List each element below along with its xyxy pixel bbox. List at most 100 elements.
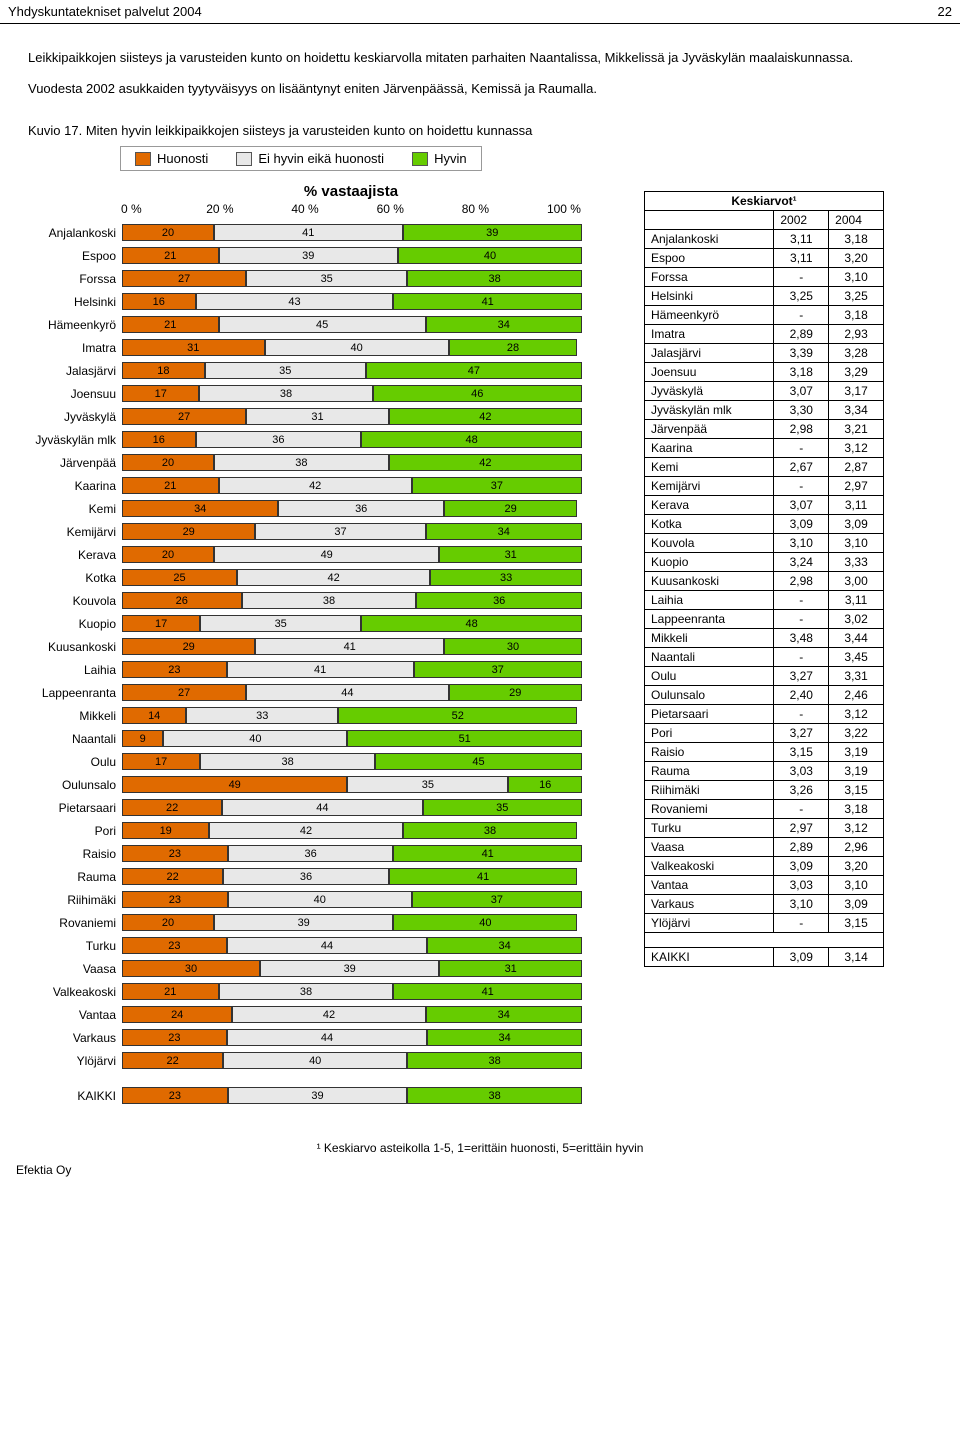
- table-cell-v1: 3,27: [774, 724, 829, 743]
- table-row: Rauma3,033,19: [645, 762, 884, 781]
- legend-label: Huonosti: [157, 151, 208, 166]
- bar-track: 214534: [122, 316, 582, 333]
- table-row: Joensuu3,183,29: [645, 363, 884, 382]
- table-cell-v1: -: [774, 439, 829, 458]
- intro-block: Leikkipaikkojen siisteys ja varusteiden …: [0, 24, 960, 117]
- table-cell-name: Oulu: [645, 667, 774, 686]
- bar-row: Rovaniemi203940: [16, 911, 616, 934]
- table-cell-name: Vaasa: [645, 838, 774, 857]
- table-cell-v2: 3,09: [829, 515, 884, 534]
- bar-segment: 35: [205, 362, 366, 379]
- table-row: Kuusankoski2,983,00: [645, 572, 884, 591]
- axis-tick: 100 %: [547, 202, 581, 216]
- table-cell-v2: 3,02: [829, 610, 884, 629]
- table-row: Riihimäki3,263,15: [645, 781, 884, 800]
- table-cell-v2: 3,15: [829, 914, 884, 933]
- table-cell-v1: 3,07: [774, 382, 829, 401]
- bar-segment: 51: [347, 730, 582, 747]
- axis-tick: 40 %: [291, 202, 376, 216]
- legend-swatch: [236, 152, 252, 166]
- bar-segment: 38: [199, 385, 372, 402]
- table-row: Turku2,973,12: [645, 819, 884, 838]
- table-cell-name: Hämeenkyrö: [645, 306, 774, 325]
- table-cell-v2: 3,12: [829, 705, 884, 724]
- bar-track: 213841: [122, 983, 582, 1000]
- bar-segment: 17: [122, 615, 200, 632]
- table-cell-v2: 3,19: [829, 762, 884, 781]
- bar-segment: 20: [122, 546, 214, 563]
- bar-segment: 49: [122, 776, 347, 793]
- legend-item: Hyvin: [412, 151, 467, 166]
- bar-segment: 34: [426, 316, 582, 333]
- table-row: Laihia-3,11: [645, 591, 884, 610]
- bar-track: 273142: [122, 408, 582, 425]
- legend-item: Ei hyvin eikä huonosti: [236, 151, 384, 166]
- table-cell-name: Kotka: [645, 515, 774, 534]
- header-bar: Yhdyskuntatekniset palvelut 2004 22: [0, 0, 960, 24]
- bar-label: Mikkeli: [16, 709, 122, 723]
- table-cell-v1: 3,39: [774, 344, 829, 363]
- bar-segment: 38: [407, 270, 582, 287]
- table-row: Pori3,273,22: [645, 724, 884, 743]
- table-cell-v2: 3,22: [829, 724, 884, 743]
- bar-track: 233641: [122, 845, 582, 862]
- bar-segment: 31: [122, 339, 265, 356]
- axis-tick: 0 %: [121, 202, 206, 216]
- table-row: Valkeakoski3,093,20: [645, 857, 884, 876]
- table-row: Helsinki3,253,25: [645, 287, 884, 306]
- bar-segment: 34: [122, 500, 278, 517]
- table-cell-name: Joensuu: [645, 363, 774, 382]
- bar-segment: 42: [232, 1006, 425, 1023]
- table-cell-v1: -: [774, 477, 829, 496]
- table-cell-v1: 3,25: [774, 287, 829, 306]
- axis-tick: 80 %: [462, 202, 547, 216]
- bar-track: 303931: [122, 960, 582, 977]
- table-cell-v1: -: [774, 914, 829, 933]
- bar-segment: 34: [426, 1006, 582, 1023]
- bar-label: Jyväskylä: [16, 410, 122, 424]
- bar-label: KAIKKI: [16, 1089, 122, 1103]
- bar-row: Vantaa244234: [16, 1003, 616, 1026]
- bar-label: Jyväskylän mlk: [16, 433, 122, 447]
- bar-segment: 29: [122, 523, 255, 540]
- table-cell-v2: 3,17: [829, 382, 884, 401]
- bar-track: 274429: [122, 684, 582, 701]
- bar-segment: 9: [122, 730, 163, 747]
- table-row: Imatra2,892,93: [645, 325, 884, 344]
- table-cell-name: Helsinki: [645, 287, 774, 306]
- bar-track: 183547: [122, 362, 582, 379]
- bar-label: Helsinki: [16, 295, 122, 309]
- table-cell-v2: 3,44: [829, 629, 884, 648]
- table-row: Espoo3,113,20: [645, 249, 884, 268]
- bar-track: 204139: [122, 224, 582, 241]
- table-cell-v2: 3,11: [829, 496, 884, 515]
- bar-segment: 20: [122, 914, 214, 931]
- table-cell-v1: 2,67: [774, 458, 829, 477]
- table-row: Jalasjärvi3,393,28: [645, 344, 884, 363]
- bar-segment: 38: [242, 592, 417, 609]
- bar-segment: 45: [219, 316, 426, 333]
- table-cell-v1: -: [774, 610, 829, 629]
- bar-segment: 46: [373, 385, 583, 402]
- table-cell-v2: 3,34: [829, 401, 884, 420]
- bar-row: Oulunsalo493516: [16, 773, 616, 796]
- bar-segment: 18: [122, 362, 205, 379]
- legend-swatch: [135, 152, 151, 166]
- bar-segment: 16: [122, 293, 196, 310]
- table-title: Keskiarvot¹: [645, 192, 884, 211]
- table-cell-v1: 2,40: [774, 686, 829, 705]
- bar-segment: 37: [412, 477, 582, 494]
- bar-row: Riihimäki234037: [16, 888, 616, 911]
- legend-label: Ei hyvin eikä huonosti: [258, 151, 384, 166]
- bar-label: Oulunsalo: [16, 778, 122, 792]
- table-cell-v2: 3,21: [829, 420, 884, 439]
- bar-row: Varkaus234434: [16, 1026, 616, 1049]
- bar-segment: 27: [122, 684, 246, 701]
- bar-segment: 41: [393, 983, 582, 1000]
- bar-segment: 48: [361, 615, 582, 632]
- table-cell-v2: 3,29: [829, 363, 884, 382]
- bar-segment: 22: [122, 799, 222, 816]
- bar-segment: 38: [403, 822, 578, 839]
- table-row: Pietarsaari-3,12: [645, 705, 884, 724]
- bar-track: 214237: [122, 477, 582, 494]
